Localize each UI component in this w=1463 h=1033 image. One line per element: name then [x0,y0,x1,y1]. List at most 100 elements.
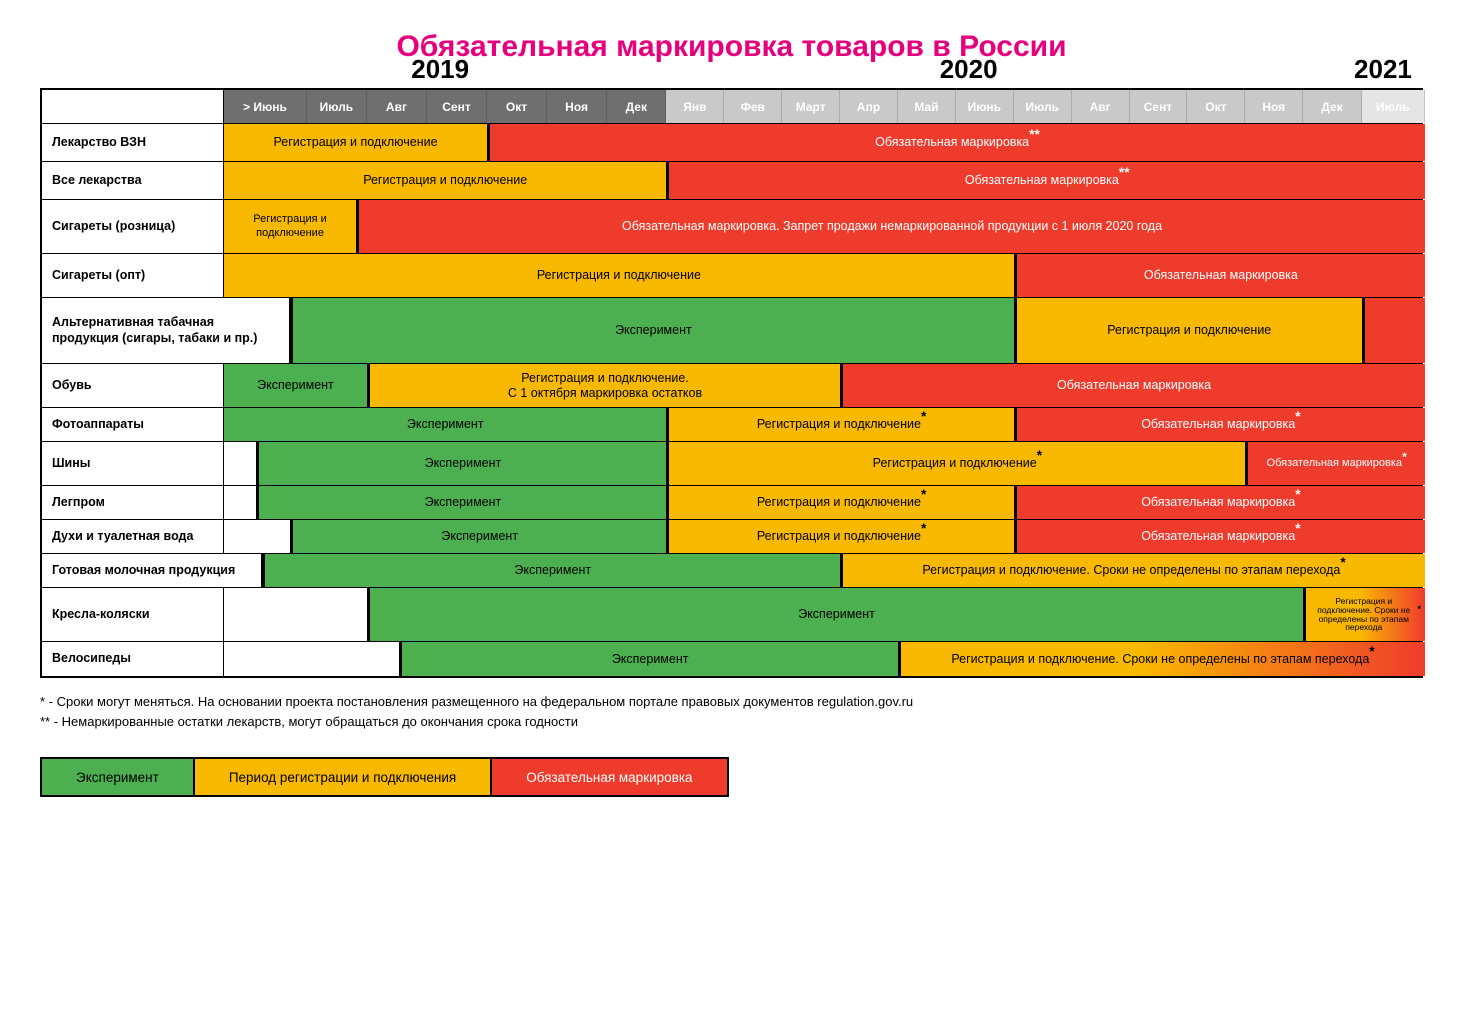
gantt-segment: Регистрация и подключение* [666,520,1013,553]
row-body: ЭкспериментРегистрация и подключение.С 1… [224,364,1421,407]
years-row: 2019 2020 2021 [42,54,1421,90]
gantt-segment: Эксперимент [399,642,898,676]
row-label: Легпром [42,486,224,519]
gantt-segment: Регистрация и подключение. Сроки не опре… [840,554,1425,587]
row-body: Регистрация и подключениеОбязательная ма… [224,200,1421,253]
month-cell: Июнь [956,90,1014,123]
row-body: Регистрация и подключениеОбязательная ма… [224,162,1421,199]
gantt-segment: Регистрация и подключение* [666,442,1245,485]
row-label: Кресла-коляски [42,588,224,641]
gantt-row: Лекарство ВЗНРегистрация и подключениеОб… [42,124,1421,162]
month-cell: > Июнь [224,90,307,123]
month-cell: Авг [1072,90,1130,123]
legend-item: Обязательная маркировка [492,757,728,797]
footnotes: * - Сроки могут меняться. На основании п… [40,692,1423,731]
gantt-segment: Регистрация и подключение [1014,298,1362,363]
month-cell: Июль [307,90,367,123]
gantt-row: Готовая молочная продукцияЭкспериментРег… [42,554,1421,588]
gantt-segment: Регистрация и подключение [224,162,666,199]
gantt-segment: Эксперимент [262,554,840,587]
row-body: ЭкспериментРегистрация и подключение. Ср… [224,554,1421,587]
footnote: ** - Немаркированные остатки лекарств, м… [40,712,1423,732]
gantt-row: Кресла-коляскиЭкспериментРегистрация и п… [42,588,1421,642]
gantt-segment: Регистрация и подключение. Сроки не опре… [1303,588,1425,641]
legend: ЭкспериментПериод регистрации и подключе… [40,757,1423,797]
month-cell: Март [782,90,840,123]
month-cell: Фев [724,90,782,123]
gantt-row: Духи и туалетная водаЭкспериментРегистра… [42,520,1421,554]
year-label: 2019 [411,54,469,85]
gantt-segment: Регистрация и подключение* [666,408,1013,441]
gantt-row: Сигареты (розница)Регистрация и подключе… [42,200,1421,254]
month-cell: Дек [607,90,666,123]
month-cell: Авг [367,90,427,123]
footnote: * - Сроки могут меняться. На основании п… [40,692,1423,712]
gantt-segment: Обязательная маркировка* [1014,520,1425,553]
gantt-segment: Регистрация и подключение [224,254,1014,297]
gantt-segment: Обязательная маркировка* [1014,408,1425,441]
gantt-segment: Обязательная маркировка** [487,124,1425,161]
gantt-segment: Регистрация и подключение* [666,486,1013,519]
row-label: Лекарство ВЗН [42,124,224,161]
gantt-row: ВелосипедыЭкспериментРегистрация и подкл… [42,642,1421,676]
row-body: ЭкспериментРегистрация и подключение. Ср… [224,642,1421,676]
month-cell: Янв [666,90,724,123]
row-label: Обувь [42,364,224,407]
row-body: Регистрация и подключениеОбязательная ма… [224,124,1421,161]
month-cell: Окт [487,90,547,123]
year-label: 2021 [1354,54,1412,85]
row-body: Регистрация и подключениеОбязательная ма… [224,254,1421,297]
month-cell: Сент [1130,90,1188,123]
row-body: ЭкспериментРегистрация и подключение [224,298,1421,363]
month-cell: Окт [1187,90,1245,123]
row-label: Фотоаппараты [42,408,224,441]
row-label: Шины [42,442,224,485]
month-cell: Май [898,90,956,123]
label-col-header [42,90,224,123]
row-label: Сигареты (опт) [42,254,224,297]
gantt-segment: Эксперимент [256,442,666,485]
gantt-segment: Обязательная маркировка [840,364,1425,407]
month-cell: Апр [840,90,898,123]
gantt-segment [1362,298,1425,363]
row-label: Все лекарства [42,162,224,199]
gantt-segment: Эксперимент [367,588,1303,641]
gantt-row: ФотоаппаратыЭкспериментРегистрация и под… [42,408,1421,442]
gantt-segment: Эксперимент [256,486,666,519]
row-label: Готовая молочная продукция [42,554,262,587]
legend-item: Эксперимент [40,757,195,797]
year-label: 2020 [940,54,998,85]
gantt-segment: Регистрация и подключение [224,200,356,253]
gantt-segment: Эксперимент [290,298,1014,363]
gantt-row: Альтернативная табачная продукция (сигар… [42,298,1421,364]
rows-container: Лекарство ВЗНРегистрация и подключениеОб… [42,124,1421,676]
gantt-segment: Эксперимент [224,408,666,441]
month-cell: Ноя [547,90,607,123]
gantt-segment: Обязательная маркировка* [1014,486,1425,519]
row-body: ЭкспериментРегистрация и подключение*Обя… [224,408,1421,441]
gantt-segment: Эксперимент [290,520,666,553]
gantt-row: ОбувьЭкспериментРегистрация и подключени… [42,364,1421,408]
gantt-segment: Обязательная маркировка. Запрет продажи … [356,200,1425,253]
row-label: Духи и туалетная вода [42,520,224,553]
gantt-segment: Эксперимент [224,364,367,407]
row-body: ЭкспериментРегистрация и подключение*Обя… [224,486,1421,519]
gantt-segment: Регистрация и подключение.С 1 октября ма… [367,364,840,407]
gantt-segment: Обязательная маркировка* [1245,442,1425,485]
gantt-segment: Обязательная маркировка** [666,162,1425,199]
month-cell: Сент [427,90,487,123]
months-header: > ИюньИюльАвгСентОктНояДекЯнвФевМартАпрМ… [42,90,1421,124]
gantt-segment: Регистрация и подключение. Сроки не опре… [898,642,1425,676]
row-body: ЭкспериментРегистрация и подключение*Обя… [224,520,1421,553]
gantt-row: Все лекарстваРегистрация и подключениеОб… [42,162,1421,200]
gantt-segment: Обязательная маркировка [1014,254,1425,297]
gantt-row: Сигареты (опт)Регистрация и подключениеО… [42,254,1421,298]
row-body: ЭкспериментРегистрация и подключение*Обя… [224,442,1421,485]
month-cell: Дек [1303,90,1361,123]
row-label: Альтернативная табачная продукция (сигар… [42,298,290,363]
month-cell: Ноя [1245,90,1303,123]
gantt-chart: 201920202021 > ИюньИюльАвгСентОктНояДекЯ… [40,88,1423,678]
row-label: Велосипеды [42,642,224,676]
row-label: Сигареты (розница) [42,200,224,253]
row-body: ЭкспериментРегистрация и подключение. Ср… [224,588,1421,641]
